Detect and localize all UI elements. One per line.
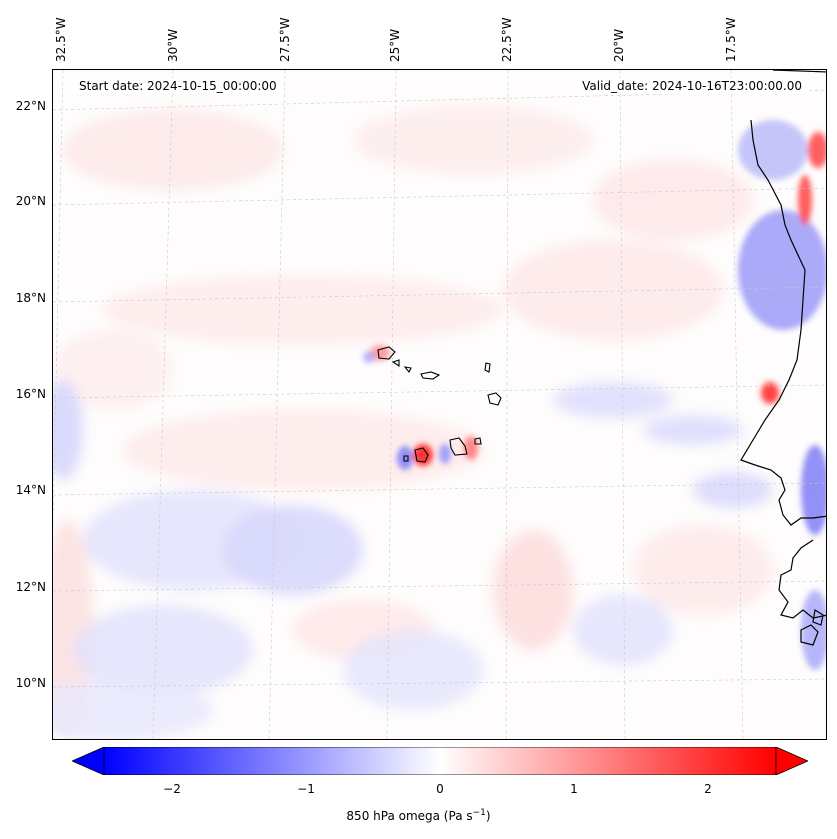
colorbar-extend-min — [72, 747, 105, 775]
lon-label-30w: 30°W — [166, 28, 180, 62]
lon-label-22-5w: 22.5°W — [500, 17, 514, 62]
lat-label-20n: 20°N — [15, 194, 46, 208]
omega-field-map — [53, 70, 826, 739]
colorbar-title-exponent: −1 — [472, 808, 486, 818]
colorbar-tick-0: 0 — [436, 782, 444, 796]
omega-strong-features — [363, 120, 826, 670]
colorbar-extend-max — [775, 747, 808, 775]
lon-label-17-5w: 17.5°W — [724, 17, 738, 62]
lon-label-25w: 25°W — [388, 28, 402, 62]
lon-label-27-5w: 27.5°W — [278, 17, 292, 62]
lat-label-18n: 18°N — [15, 291, 46, 305]
coastline — [740, 70, 826, 646]
lat-label-22n: 22°N — [15, 99, 46, 113]
colorbar-tick-neg1: −1 — [297, 782, 315, 796]
valid-date-label: Valid_date: 2024-10-16T23:00:00.00 — [576, 78, 808, 94]
cape-verde-islands — [377, 346, 502, 463]
omega-background-field — [53, 70, 826, 739]
map-panel[interactable]: Start date: 2024-10-15_00:00:00 Valid_da… — [52, 69, 827, 740]
colorbar-title-text: 850 hPa omega (Pa s — [346, 809, 473, 823]
colorbar-tick-2: 2 — [704, 782, 712, 796]
lat-label-14n: 14°N — [15, 483, 46, 497]
lat-label-16n: 16°N — [15, 387, 46, 401]
colorbar-title-close: ) — [485, 809, 491, 823]
colorbar-gradient — [103, 747, 777, 775]
lon-label-32-5w: 32.5°W — [54, 17, 68, 62]
start-date-label: Start date: 2024-10-15_00:00:00 — [73, 78, 283, 94]
colorbar-tick-1: 1 — [570, 782, 578, 796]
colorbar — [72, 747, 808, 775]
colorbar-tick-neg2: −2 — [163, 782, 181, 796]
lat-label-10n: 10°N — [15, 676, 46, 690]
lat-label-12n: 12°N — [15, 580, 46, 594]
lon-label-20w: 20°W — [612, 28, 626, 62]
graticule — [53, 70, 826, 739]
colorbar-title: 850 hPa omega (Pa s−1) — [0, 808, 837, 823]
